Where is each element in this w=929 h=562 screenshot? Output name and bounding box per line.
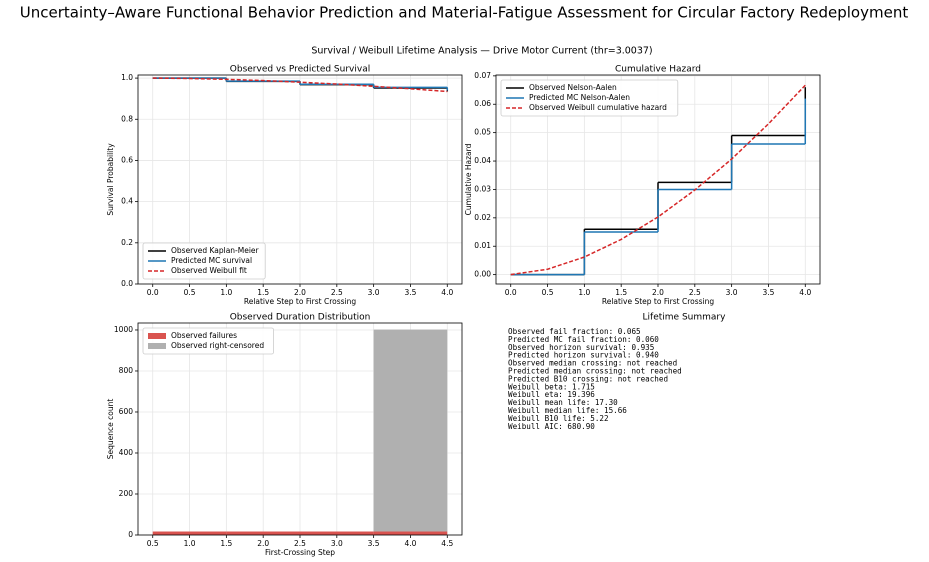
y-tick-label: 600 — [119, 407, 134, 416]
summary-line: Weibull beta: 1.715 — [508, 382, 595, 391]
legend-label: Observed Nelson-Aalen — [529, 83, 617, 92]
x-tick-label: 4.0 — [799, 288, 811, 297]
axes-frame — [495, 74, 821, 285]
y-tick-label: 0.00 — [474, 270, 491, 279]
axes-title: Lifetime Summary — [643, 313, 727, 323]
y-axis-label: Survival Probability — [106, 143, 115, 216]
figure-subtitle: Survival / Weibull Lifetime Analysis — D… — [311, 46, 652, 57]
x-tick-label: 4.5 — [441, 539, 453, 548]
y-tick-label: 0.06 — [474, 99, 491, 108]
summary-line: Observed median crossing: not reached — [508, 359, 677, 368]
y-tick-label: 0.07 — [474, 71, 491, 80]
summary-line: Weibull B10 life: 5.22 — [508, 414, 609, 423]
axes-title: Observed Duration Distribution — [230, 313, 371, 323]
figure-title: Uncertainty–Aware Functional Behavior Pr… — [20, 4, 909, 22]
x-tick-label: 2.5 — [689, 288, 701, 297]
summary-line: Observed fail fraction: 0.065 — [508, 327, 641, 336]
x-tick-label: 3.0 — [726, 288, 738, 297]
histogram-bar — [373, 531, 448, 535]
x-tick-label: 1.5 — [220, 539, 232, 548]
legend-swatch — [148, 333, 166, 339]
y-tick-label: 0.6 — [121, 155, 133, 164]
legend-label: Observed failures — [171, 331, 237, 340]
x-tick-label: 1.5 — [615, 288, 627, 297]
x-tick-label: 2.0 — [257, 539, 269, 548]
y-axis-label: Sequence count — [106, 399, 115, 460]
y-tick-label: 0.04 — [474, 156, 491, 165]
legend-box — [142, 327, 275, 355]
x-tick-label: 3.5 — [762, 288, 774, 297]
x-tick-label: 4.0 — [441, 288, 453, 297]
axes-frame — [137, 322, 463, 536]
x-tick-label: 1.5 — [257, 288, 269, 297]
x-tick-label: 2.0 — [652, 288, 664, 297]
x-tick-label: 2.5 — [294, 539, 306, 548]
x-tick-label: 0.5 — [184, 288, 196, 297]
x-tick-label: 3.0 — [368, 288, 380, 297]
x-axis-label: Relative Step to First Crossing — [244, 297, 357, 306]
y-tick-label: 0 — [128, 530, 133, 539]
legend-label: Observed Kaplan-Meier — [171, 246, 260, 255]
x-tick-label: 1.0 — [578, 288, 590, 297]
x-tick-label: 1.0 — [184, 539, 196, 548]
summary-line: Predicted median crossing: not reached — [508, 367, 682, 376]
x-axis-label: First-Crossing Step — [265, 548, 335, 557]
legend-label: Predicted MC survival — [171, 256, 252, 265]
x-tick-label: 2.5 — [331, 288, 343, 297]
summary-line: Weibull median life: 15.66 — [508, 406, 627, 415]
axes-title: Cumulative Hazard — [615, 65, 701, 75]
y-tick-label: 800 — [119, 366, 134, 375]
x-tick-label: 4.0 — [404, 539, 416, 548]
y-tick-label: 0.8 — [121, 114, 133, 123]
y-tick-label: 0.2 — [121, 238, 133, 247]
legend-label: Observed Weibull cumulative hazard — [529, 103, 667, 112]
y-tick-label: 0.02 — [474, 213, 491, 222]
y-tick-label: 1.0 — [121, 73, 133, 82]
x-tick-label: 0.0 — [505, 288, 517, 297]
x-tick-label: 1.0 — [220, 288, 232, 297]
legend-label: Predicted MC Nelson-Aalen — [529, 93, 630, 102]
x-tick-label: 0.5 — [542, 288, 554, 297]
y-tick-label: 0.03 — [474, 184, 491, 193]
y-tick-label: 0.01 — [474, 241, 491, 250]
axes-frame — [137, 74, 463, 285]
series-line — [152, 77, 448, 93]
axes-title: Observed vs Predicted Survival — [230, 65, 370, 75]
y-tick-label: 1000 — [114, 325, 133, 334]
x-tick-label: 3.5 — [404, 288, 416, 297]
x-tick-label: 3.0 — [331, 539, 343, 548]
summary-line: Observed horizon survival: 0.935 — [508, 343, 654, 352]
legend-label: Observed right-censored — [171, 341, 264, 350]
legend-box — [142, 242, 266, 280]
histogram-bar — [152, 531, 227, 535]
x-tick-label: 2.0 — [294, 288, 306, 297]
y-tick-label: 200 — [119, 489, 134, 498]
summary-line: Weibull AIC: 680.90 — [508, 422, 595, 431]
histogram-bar — [373, 329, 448, 532]
x-axis-label: Relative Step to First Crossing — [602, 297, 715, 306]
y-tick-label: 0.0 — [121, 279, 133, 288]
summary-line: Predicted horizon survival: 0.940 — [508, 351, 659, 360]
y-axis-label: Cumulative Hazard — [464, 143, 473, 215]
legend-label: Observed Weibull fit — [171, 266, 247, 275]
series-line — [510, 84, 806, 276]
histogram-bar — [226, 531, 300, 535]
histogram-bar — [300, 531, 374, 535]
summary-line: Predicted MC fail fraction: 0.060 — [508, 335, 659, 344]
legend-swatch — [148, 343, 166, 349]
summary-line: Weibull eta: 19.396 — [508, 390, 595, 399]
summary-line: Weibull mean life: 17.30 — [508, 398, 618, 407]
x-tick-label: 0.0 — [147, 288, 159, 297]
y-tick-label: 0.05 — [474, 128, 491, 137]
y-tick-label: 0.4 — [121, 197, 133, 206]
x-tick-label: 0.5 — [147, 539, 159, 548]
summary-line: Predicted B10 crossing: not reached — [508, 374, 668, 383]
y-tick-label: 400 — [119, 448, 134, 457]
legend-box — [500, 79, 679, 117]
x-tick-label: 3.5 — [368, 539, 380, 548]
